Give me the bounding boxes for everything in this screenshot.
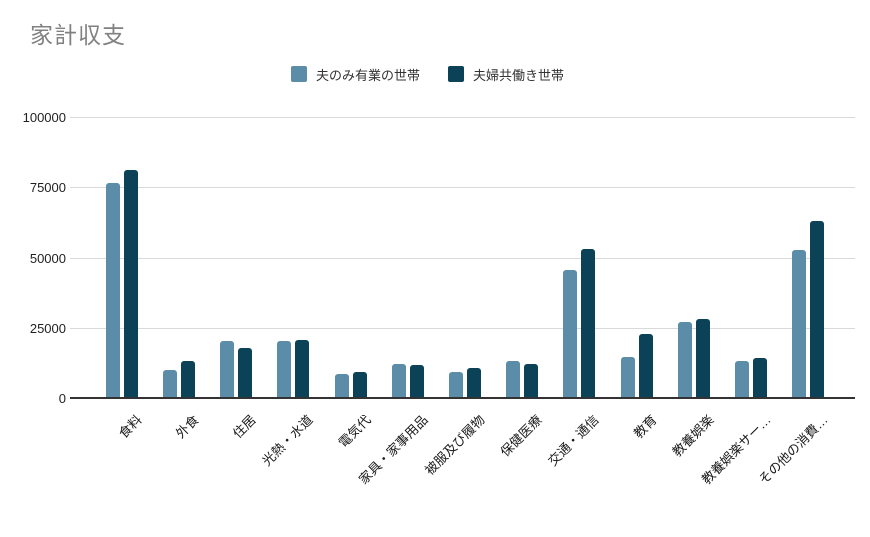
bar-group <box>494 118 551 399</box>
x-axis-label-text: 住居 <box>229 412 259 442</box>
bar-group <box>379 118 436 399</box>
bar-series-2[interactable] <box>180 361 195 399</box>
x-axis-label: 被服及び履物 <box>422 404 493 534</box>
chart-title: 家計収支 <box>30 22 126 48</box>
bar-group <box>436 118 493 399</box>
bar-series-1[interactable] <box>620 356 635 399</box>
x-axis-label-text: 光熱・水道 <box>259 412 317 469</box>
bar-series-2[interactable] <box>810 220 825 399</box>
x-axis-label: その他の消費… <box>756 404 837 534</box>
bar-group <box>150 118 207 399</box>
gridline <box>70 327 855 329</box>
bar-series-1[interactable] <box>792 250 807 399</box>
y-axis-tick-label: 25000 <box>29 320 66 336</box>
legend-item-single-income[interactable]: 夫のみ有業の世帯 <box>290 65 420 84</box>
bar-series-1[interactable] <box>391 363 406 399</box>
bar-series-1[interactable] <box>334 373 349 399</box>
bar-series-2[interactable] <box>753 358 768 399</box>
bar-series-2[interactable] <box>123 170 138 399</box>
bar-series-2[interactable] <box>352 372 367 399</box>
legend-label: 夫婦共働き世帯 <box>473 67 565 83</box>
x-axis-label: 保健医療 <box>494 404 551 534</box>
bar-group <box>265 118 322 399</box>
x-axis-label-text: 食料 <box>115 412 145 442</box>
bar-series-1[interactable] <box>277 341 292 399</box>
bar-series-1[interactable] <box>506 361 521 399</box>
bar-series-2[interactable] <box>409 365 424 399</box>
bar-group <box>322 118 379 399</box>
gridline <box>70 117 855 118</box>
x-axis-label-text: 教育 <box>630 412 660 442</box>
x-axis-label-text: 保健医療 <box>497 412 545 460</box>
y-axis-tick-label: 0 <box>58 391 66 406</box>
bar-series-1[interactable] <box>105 182 120 399</box>
x-axis-label: 住居 <box>207 404 264 534</box>
x-axis-label: 交通・通信 <box>546 404 608 534</box>
x-axis-labels: 食料 外食 住居 光熱・水道 電気代 家具・家事用品 被服及び履物 保健医療 交通・通信 教育 教養… <box>75 404 855 534</box>
bar-series-2[interactable] <box>238 348 253 399</box>
bar-group <box>551 118 608 399</box>
bar-series-1[interactable] <box>677 321 692 399</box>
x-axis-label-text: 電気代 <box>335 412 374 451</box>
bar-group <box>665 118 722 399</box>
bars-layer <box>75 118 855 399</box>
x-axis-label: 外食 <box>150 404 207 534</box>
bar-series-1[interactable] <box>220 341 235 399</box>
bar-series-1[interactable] <box>449 372 464 399</box>
x-axis-label: 教育 <box>608 404 665 534</box>
x-axis-label-text: 外食 <box>172 412 202 442</box>
y-axis-tick-label: 75000 <box>29 180 66 196</box>
x-axis-label-text: 交通・通信 <box>545 412 603 469</box>
bar-series-1[interactable] <box>162 369 177 399</box>
y-axis-tick-label: 100000 <box>22 110 66 125</box>
gridline <box>70 257 855 259</box>
bar-series-2[interactable] <box>581 248 596 399</box>
x-axis-label: 食料 <box>93 404 150 534</box>
legend-item-dual-income[interactable]: 夫婦共働き世帯 <box>448 65 564 84</box>
bar-series-2[interactable] <box>524 363 539 399</box>
bar-group <box>93 118 150 399</box>
bar-series-2[interactable] <box>295 340 310 399</box>
bar-series-2[interactable] <box>695 318 710 399</box>
chart-legend: 夫のみ有業の世帯 夫婦共働き世帯 <box>0 63 855 85</box>
bar-series-2[interactable] <box>638 334 653 399</box>
x-axis-label-text: 教養娯楽 <box>669 412 717 460</box>
x-axis-label: 光熱・水道 <box>259 404 322 534</box>
plot-area: 0 25000 50000 75000 100000 <box>0 110 855 406</box>
bar-series-2[interactable] <box>467 368 482 399</box>
y-axis-tick-label: 50000 <box>29 250 66 266</box>
bar-series-1[interactable] <box>735 361 750 399</box>
legend-label: 夫のみ有業の世帯 <box>315 67 420 83</box>
bar-group <box>780 118 837 399</box>
legend-swatch-dual-income-icon <box>448 66 464 82</box>
bar-group <box>207 118 264 399</box>
bar-group <box>608 118 665 399</box>
legend-swatch-single-income-icon <box>290 66 307 82</box>
bar-series-1[interactable] <box>563 269 578 399</box>
bar-group <box>723 118 780 399</box>
gridline <box>70 187 855 189</box>
x-axis-line <box>70 397 855 399</box>
